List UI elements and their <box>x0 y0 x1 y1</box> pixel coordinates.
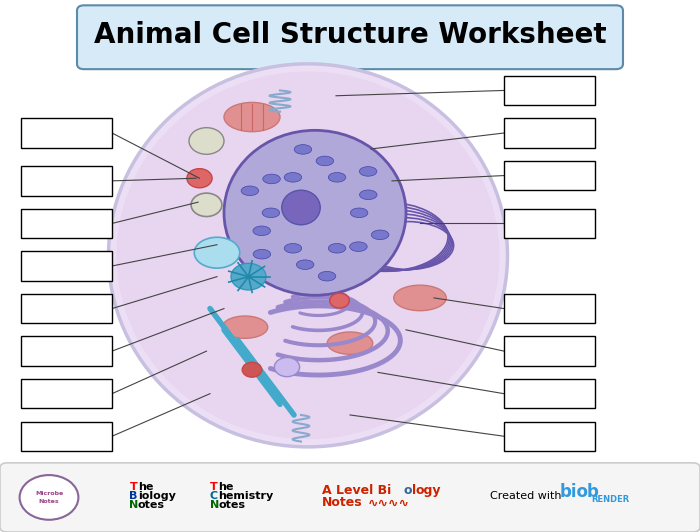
Circle shape <box>191 193 222 217</box>
Text: otes: otes <box>138 500 165 510</box>
Circle shape <box>187 169 212 188</box>
Ellipse shape <box>108 64 507 447</box>
Text: T: T <box>210 482 218 492</box>
Ellipse shape <box>281 190 321 225</box>
FancyBboxPatch shape <box>21 166 112 196</box>
Ellipse shape <box>253 226 270 236</box>
Ellipse shape <box>294 145 312 154</box>
FancyBboxPatch shape <box>77 5 623 69</box>
Ellipse shape <box>195 237 239 268</box>
Ellipse shape <box>359 167 377 176</box>
Text: N: N <box>130 500 139 510</box>
Text: iology: iology <box>138 491 176 501</box>
Text: Animal Cell Structure Worksheet: Animal Cell Structure Worksheet <box>94 21 606 48</box>
Circle shape <box>274 358 300 377</box>
Ellipse shape <box>284 244 302 253</box>
Ellipse shape <box>316 156 334 166</box>
FancyBboxPatch shape <box>21 209 112 238</box>
FancyBboxPatch shape <box>504 379 595 409</box>
FancyBboxPatch shape <box>504 337 595 366</box>
Text: Created with: Created with <box>490 491 561 501</box>
Circle shape <box>330 293 349 308</box>
Text: bio: bio <box>560 483 589 501</box>
FancyBboxPatch shape <box>21 421 112 451</box>
FancyBboxPatch shape <box>504 421 595 451</box>
Ellipse shape <box>350 242 368 252</box>
Ellipse shape <box>328 244 346 253</box>
Text: he: he <box>218 482 234 492</box>
FancyBboxPatch shape <box>504 118 595 148</box>
Circle shape <box>20 475 78 520</box>
Text: B: B <box>130 491 138 501</box>
Text: RENDER: RENDER <box>592 495 630 503</box>
FancyBboxPatch shape <box>21 294 112 323</box>
Text: Notes: Notes <box>322 496 363 509</box>
Text: N: N <box>210 500 219 510</box>
Text: hemistry: hemistry <box>218 491 274 501</box>
Ellipse shape <box>318 271 336 281</box>
Text: T: T <box>130 482 137 492</box>
Ellipse shape <box>372 230 389 239</box>
FancyBboxPatch shape <box>504 76 595 105</box>
FancyBboxPatch shape <box>21 337 112 366</box>
Ellipse shape <box>328 172 346 182</box>
Ellipse shape <box>222 316 267 338</box>
Ellipse shape <box>253 250 271 259</box>
Text: b: b <box>587 483 598 501</box>
Ellipse shape <box>351 208 368 218</box>
Circle shape <box>242 362 262 377</box>
Ellipse shape <box>296 260 314 269</box>
Ellipse shape <box>328 332 372 354</box>
Ellipse shape <box>241 186 258 196</box>
FancyBboxPatch shape <box>21 252 112 281</box>
Text: l: l <box>412 484 416 497</box>
Text: A Level Bi: A Level Bi <box>322 484 391 497</box>
Ellipse shape <box>224 102 280 131</box>
FancyBboxPatch shape <box>21 379 112 409</box>
Ellipse shape <box>116 71 500 439</box>
FancyBboxPatch shape <box>504 161 595 190</box>
Ellipse shape <box>284 172 302 182</box>
Ellipse shape <box>393 285 447 311</box>
Text: ogy: ogy <box>416 484 441 497</box>
Text: he: he <box>138 482 153 492</box>
Text: ∿∿∿∿: ∿∿∿∿ <box>368 497 409 510</box>
FancyBboxPatch shape <box>504 294 595 323</box>
Ellipse shape <box>262 208 280 218</box>
Text: Notes: Notes <box>38 498 60 504</box>
Ellipse shape <box>360 190 377 200</box>
Text: o: o <box>403 484 412 497</box>
Ellipse shape <box>262 174 280 184</box>
FancyBboxPatch shape <box>504 209 595 238</box>
Text: C: C <box>210 491 218 501</box>
Ellipse shape <box>224 130 406 295</box>
FancyBboxPatch shape <box>0 463 700 532</box>
Circle shape <box>189 128 224 154</box>
Text: otes: otes <box>218 500 246 510</box>
Text: Microbe: Microbe <box>35 491 63 496</box>
Circle shape <box>231 263 266 290</box>
FancyBboxPatch shape <box>21 118 112 148</box>
